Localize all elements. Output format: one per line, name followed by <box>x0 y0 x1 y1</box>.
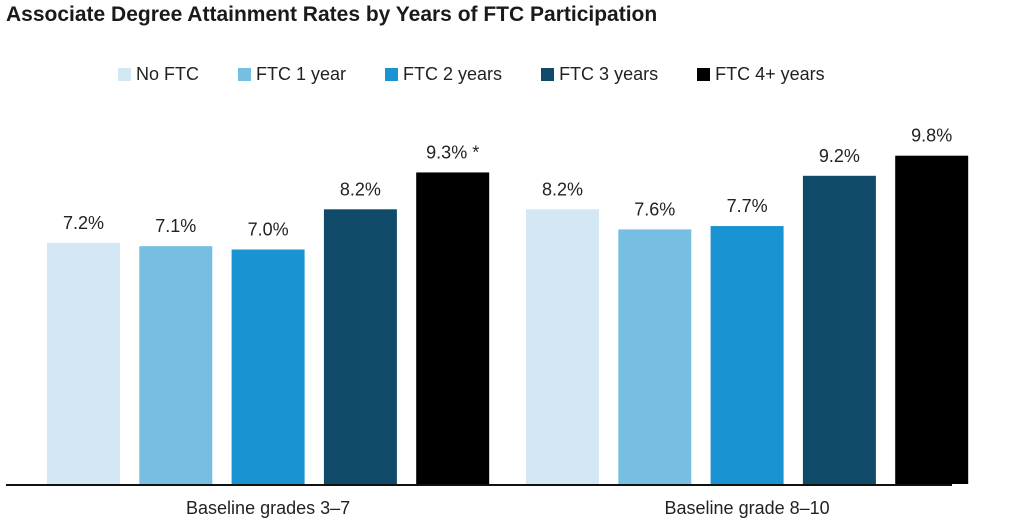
bar-ftc-1-year-2 <box>618 229 692 484</box>
legend-swatch-ftc-4-plus-years <box>697 68 711 81</box>
data-label-ftc-2-years-2: 7.7% <box>727 196 768 216</box>
legend-item-ftc-3-years: FTC 3 years <box>541 64 658 85</box>
legend-label-ftc-3-years: FTC 3 years <box>559 64 659 84</box>
legend-swatch-no-ftc <box>118 68 131 81</box>
data-label-ftc-2-years-1: 7.0% <box>248 220 289 240</box>
data-label-ftc-4-years-2: 9.8% <box>911 126 952 146</box>
legend-label-ftc-2-years: FTC 2 years <box>403 64 503 84</box>
data-label-no-ftc-2: 8.2% <box>542 179 583 199</box>
bar-ftc-2-years-2 <box>710 226 784 485</box>
bar-ftc-4-years-2 <box>895 155 969 484</box>
x-tick-label-2: Baseline grade 8–10 <box>665 498 830 518</box>
legend-item-ftc-4-plus-years: FTC 4+ years <box>697 64 825 85</box>
legend-label-no-ftc: No FTC <box>136 64 199 84</box>
legend-label-ftc-1-year: FTC 1 year <box>256 64 347 84</box>
legend-swatch-ftc-1-year <box>238 68 251 81</box>
data-label-ftc-3-years-2: 9.2% <box>819 146 860 166</box>
bar-no-ftc-2 <box>526 209 599 485</box>
legend-item-ftc-2-years: FTC 2 years <box>385 64 502 85</box>
bar-ftc-4-years-1 <box>416 172 490 484</box>
data-label-ftc-1-year-1: 7.1% <box>155 216 196 236</box>
bar-ftc-3-years-1 <box>323 209 397 485</box>
data-label-ftc-1-year-2: 7.6% <box>634 199 675 219</box>
data-label-ftc-4-years-1: 9.3% * <box>426 142 479 162</box>
chart-legend: No FTC FTC 1 year FTC 2 years FTC 3 year… <box>118 64 864 85</box>
legend-item-no-ftc: No FTC <box>118 64 199 85</box>
chart-title: Associate Degree Attainment Rates by Yea… <box>6 3 658 26</box>
bar-no-ftc-1 <box>47 242 120 484</box>
data-label-ftc-3-years-1: 8.2% <box>340 179 381 199</box>
legend-swatch-ftc-3-years <box>541 68 555 81</box>
x-tick-label-1: Baseline grades 3–7 <box>186 498 350 518</box>
bar-ftc-3-years-2 <box>802 175 876 485</box>
bar-ftc-1-year-1 <box>139 246 213 484</box>
bar-ftc-2-years-1 <box>231 249 305 484</box>
data-label-no-ftc-1: 7.2% <box>63 213 104 233</box>
legend-label-ftc-4-plus-years: FTC 4+ years <box>715 64 825 84</box>
legend-item-ftc-1-year: FTC 1 year <box>238 64 346 85</box>
legend-swatch-ftc-2-years <box>385 68 399 81</box>
